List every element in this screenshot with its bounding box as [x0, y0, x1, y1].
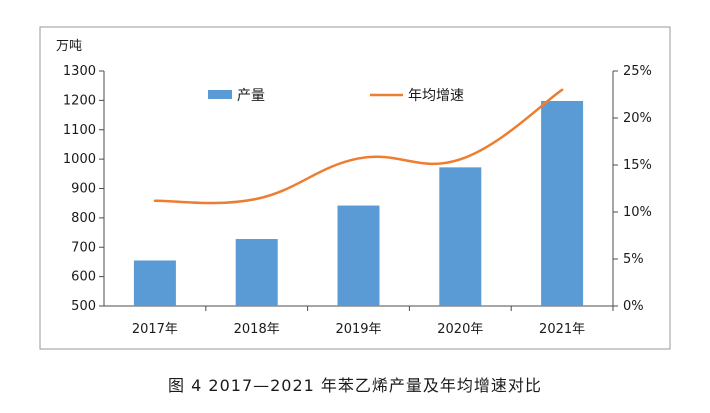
right-tick-label: 15% [623, 158, 652, 173]
left-tick-label: 1200 [63, 93, 96, 108]
chart-frame [39, 26, 671, 350]
right-tick-label: 25% [623, 64, 652, 79]
legend-bar-label: 产量 [237, 88, 265, 104]
category-label-2: 2018年 [234, 322, 280, 337]
right-tick-label: 0% [623, 299, 644, 314]
category-label-3: 2019年 [335, 322, 381, 337]
bar-4 [439, 167, 482, 306]
legend-line-label: 年均增速 [408, 88, 464, 104]
left-tick-label: 600 [71, 270, 96, 285]
right-tick-label: 5% [623, 252, 644, 267]
growth-rate-line [153, 88, 564, 205]
line-series [153, 88, 564, 205]
right-tick-label: 20% [623, 111, 652, 126]
category-label-4: 2020年 [437, 322, 483, 337]
bar-series [133, 100, 584, 307]
category-label-5: 2021年 [539, 322, 585, 337]
left-tick-label: 1300 [63, 64, 96, 79]
category-label-1: 2017年 [132, 322, 178, 337]
left-tick-label: 500 [71, 299, 96, 314]
left-tick-label: 700 [71, 240, 96, 255]
figure-caption: 图 4 2017—2021 年苯乙烯产量及年均增速对比 [168, 376, 542, 395]
left-tick-label: 800 [71, 211, 96, 226]
right-axis-ticks: 0% 5% 10% 15% 20% 25% [613, 64, 652, 314]
bar-3 [337, 205, 380, 306]
left-axis-ticks: 500 600 700 800 900 1000 1100 1200 1300 [63, 64, 104, 314]
bar-2 [235, 239, 278, 306]
bar-1 [133, 260, 176, 306]
left-tick-label: 1100 [63, 123, 96, 138]
left-tick-label: 1000 [63, 152, 96, 167]
legend-bar-swatch [208, 90, 232, 99]
y-axis-unit-label: 万吨 [56, 39, 82, 54]
legend: 产量 年均增速 [208, 88, 464, 104]
bar-5 [541, 100, 584, 307]
category-labels: 2017年 2018年 2019年 2020年 2021年 [132, 306, 614, 337]
right-tick-label: 10% [623, 205, 652, 220]
left-tick-label: 900 [71, 182, 96, 197]
